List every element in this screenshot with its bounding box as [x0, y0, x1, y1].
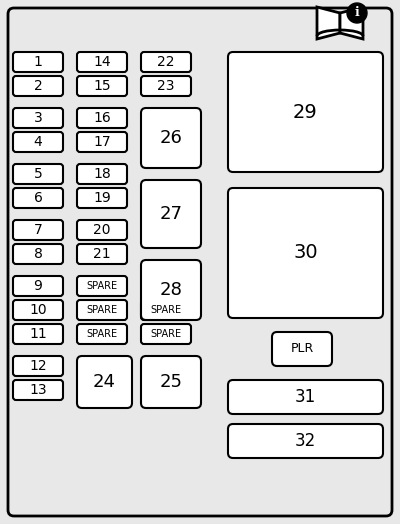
Text: 1: 1	[34, 55, 42, 69]
Text: 29: 29	[293, 103, 318, 122]
Text: 19: 19	[93, 191, 111, 205]
Text: i: i	[355, 6, 359, 19]
Text: 13: 13	[29, 383, 47, 397]
FancyBboxPatch shape	[77, 108, 127, 128]
Text: 3: 3	[34, 111, 42, 125]
Circle shape	[347, 3, 367, 23]
FancyBboxPatch shape	[13, 164, 63, 184]
Text: 22: 22	[157, 55, 175, 69]
Text: 7: 7	[34, 223, 42, 237]
FancyBboxPatch shape	[13, 132, 63, 152]
FancyBboxPatch shape	[77, 276, 127, 296]
Text: 6: 6	[34, 191, 42, 205]
Text: 28: 28	[160, 281, 182, 299]
FancyBboxPatch shape	[77, 324, 127, 344]
FancyBboxPatch shape	[13, 324, 63, 344]
FancyBboxPatch shape	[13, 380, 63, 400]
Text: 32: 32	[295, 432, 316, 450]
FancyBboxPatch shape	[141, 356, 201, 408]
Text: 17: 17	[93, 135, 111, 149]
FancyBboxPatch shape	[13, 244, 63, 264]
FancyBboxPatch shape	[141, 108, 201, 168]
Text: 18: 18	[93, 167, 111, 181]
FancyBboxPatch shape	[77, 52, 127, 72]
Text: 14: 14	[93, 55, 111, 69]
FancyBboxPatch shape	[8, 8, 392, 516]
Text: SPARE: SPARE	[150, 329, 182, 339]
FancyBboxPatch shape	[13, 276, 63, 296]
Text: 26: 26	[160, 129, 182, 147]
Text: 8: 8	[34, 247, 42, 261]
FancyBboxPatch shape	[13, 356, 63, 376]
FancyBboxPatch shape	[77, 132, 127, 152]
Text: 16: 16	[93, 111, 111, 125]
Text: 23: 23	[157, 79, 175, 93]
Text: 31: 31	[295, 388, 316, 406]
FancyBboxPatch shape	[77, 356, 132, 408]
Text: 27: 27	[160, 205, 182, 223]
FancyBboxPatch shape	[13, 52, 63, 72]
Text: SPARE: SPARE	[86, 305, 118, 315]
FancyBboxPatch shape	[141, 76, 191, 96]
FancyBboxPatch shape	[13, 300, 63, 320]
Text: 20: 20	[93, 223, 111, 237]
FancyBboxPatch shape	[228, 424, 383, 458]
FancyBboxPatch shape	[77, 300, 127, 320]
FancyBboxPatch shape	[141, 180, 201, 248]
FancyBboxPatch shape	[77, 220, 127, 240]
Text: SPARE: SPARE	[86, 281, 118, 291]
FancyBboxPatch shape	[141, 324, 191, 344]
FancyBboxPatch shape	[77, 188, 127, 208]
Text: 30: 30	[293, 244, 318, 263]
FancyBboxPatch shape	[77, 76, 127, 96]
FancyBboxPatch shape	[13, 220, 63, 240]
FancyBboxPatch shape	[77, 244, 127, 264]
FancyBboxPatch shape	[272, 332, 332, 366]
FancyBboxPatch shape	[77, 164, 127, 184]
Polygon shape	[317, 7, 340, 39]
Text: 9: 9	[34, 279, 42, 293]
Text: 25: 25	[160, 373, 182, 391]
Text: 12: 12	[29, 359, 47, 373]
FancyBboxPatch shape	[13, 108, 63, 128]
Text: 5: 5	[34, 167, 42, 181]
Text: 4: 4	[34, 135, 42, 149]
FancyBboxPatch shape	[228, 52, 383, 172]
Text: PLR: PLR	[290, 343, 314, 355]
Text: 15: 15	[93, 79, 111, 93]
FancyBboxPatch shape	[141, 300, 191, 320]
FancyBboxPatch shape	[141, 52, 191, 72]
FancyBboxPatch shape	[141, 260, 201, 320]
Text: 11: 11	[29, 327, 47, 341]
FancyBboxPatch shape	[228, 188, 383, 318]
Text: 2: 2	[34, 79, 42, 93]
FancyBboxPatch shape	[13, 76, 63, 96]
Text: 24: 24	[93, 373, 116, 391]
FancyBboxPatch shape	[13, 188, 63, 208]
Text: 21: 21	[93, 247, 111, 261]
Text: SPARE: SPARE	[150, 305, 182, 315]
Text: 10: 10	[29, 303, 47, 317]
Polygon shape	[340, 7, 363, 39]
Text: SPARE: SPARE	[86, 329, 118, 339]
FancyBboxPatch shape	[228, 380, 383, 414]
